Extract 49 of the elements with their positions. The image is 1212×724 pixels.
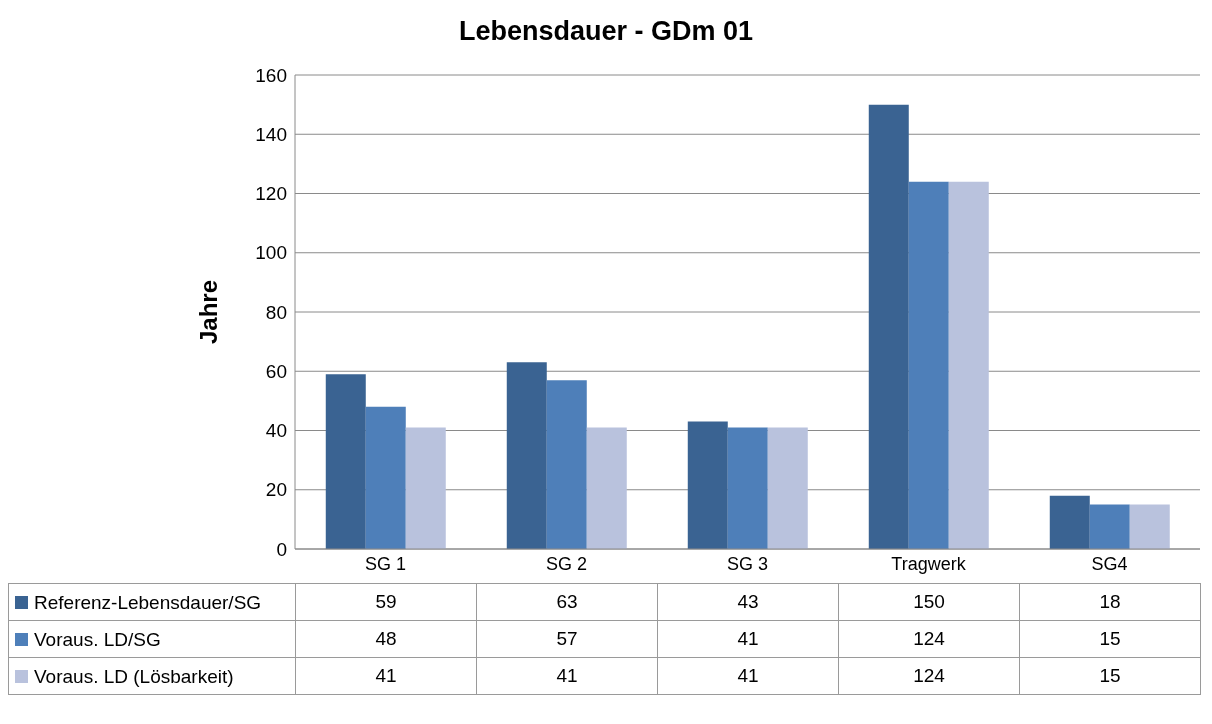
data-label: 15	[1019, 657, 1201, 695]
data-label: 41	[295, 657, 477, 695]
y-tick-label: 120	[255, 183, 287, 205]
y-tick-label: 40	[265, 420, 287, 442]
bar	[1049, 495, 1090, 549]
y-tick-label: 80	[265, 301, 287, 323]
bar	[1089, 504, 1130, 549]
bar	[727, 427, 768, 549]
data-label: 63	[476, 583, 658, 621]
bar	[325, 374, 366, 549]
chart-title: Lebensdauer - GDm 01	[457, 16, 755, 47]
data-label: 43	[657, 583, 839, 621]
y-tick-label: 20	[265, 479, 287, 501]
data-label: 18	[1019, 583, 1201, 621]
bar	[506, 362, 547, 549]
x-tick-label: SG 3	[726, 553, 769, 574]
y-tick-label: 0	[276, 538, 287, 560]
data-label: 41	[657, 620, 839, 658]
bar	[1129, 504, 1170, 549]
data-label: 59	[295, 583, 477, 621]
y-tick-label: 60	[265, 360, 287, 382]
bar	[405, 427, 446, 549]
x-tick-label: SG4	[1091, 553, 1128, 574]
bar	[908, 181, 949, 549]
x-tick-label: SG 1	[364, 553, 407, 574]
data-label: 48	[295, 620, 477, 658]
x-tick-label: Tragwerk	[891, 553, 967, 574]
bar	[767, 427, 808, 549]
bar	[365, 406, 406, 549]
legend-label: Voraus. LD (Lösbarkeit)	[34, 665, 234, 687]
data-label: 124	[838, 620, 1020, 658]
data-label: 41	[476, 657, 658, 695]
data-label: 57	[476, 620, 658, 658]
y-tick-label: 160	[255, 64, 287, 86]
bar	[868, 104, 909, 549]
bar	[687, 421, 728, 549]
data-label: 150	[838, 583, 1020, 621]
y-tick-label: 100	[255, 242, 287, 264]
legend-label: Referenz-Lebensdauer/SG	[34, 591, 262, 613]
legend-label: Voraus. LD/SG	[34, 628, 161, 650]
data-label: 15	[1019, 620, 1201, 658]
y-tick-label: 140	[255, 123, 287, 145]
bar	[948, 181, 989, 549]
x-tick-label: SG 2	[545, 553, 588, 574]
bar	[546, 380, 587, 549]
data-label: 124	[838, 657, 1020, 695]
bar	[586, 427, 627, 549]
y-axis-title: Jahre	[194, 279, 222, 345]
data-label: 41	[657, 657, 839, 695]
